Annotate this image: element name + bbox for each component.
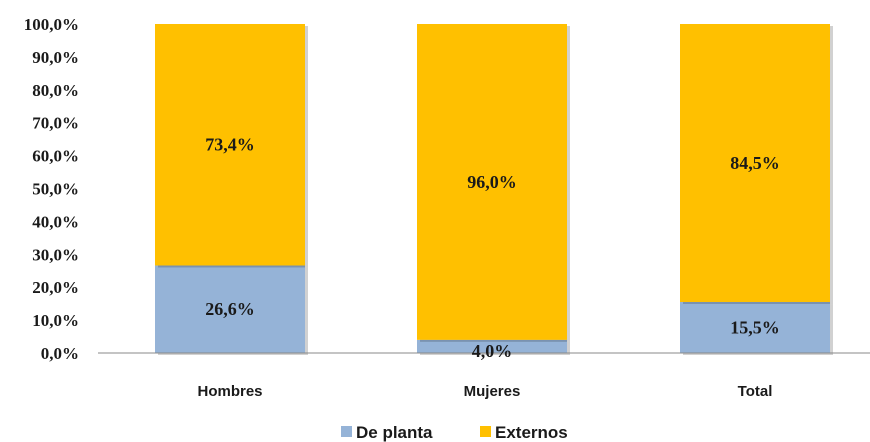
y-tick-label: 60,0% <box>32 147 79 166</box>
bar-segment-externos <box>680 24 830 303</box>
category-label: Mujeres <box>464 383 521 400</box>
y-tick-label: 10,0% <box>32 311 79 330</box>
legend-swatch <box>480 426 491 437</box>
y-tick-label: 40,0% <box>32 212 79 231</box>
y-tick-label: 80,0% <box>32 81 79 100</box>
bar-segment-de-planta <box>417 339 567 353</box>
data-label: 15,5% <box>730 318 780 338</box>
bar-segment-externos <box>417 24 567 340</box>
category-label: Hombres <box>197 383 262 400</box>
x-axis-category-labels: Hombres Mujeres Total <box>197 383 772 400</box>
data-label: 26,6% <box>205 299 255 319</box>
category-label: Total <box>738 383 773 400</box>
data-label: 4,0% <box>472 341 513 361</box>
legend-label: Externos <box>495 423 568 442</box>
y-tick-label: 70,0% <box>32 114 79 133</box>
bar-segment-externos <box>155 24 305 266</box>
data-label: 73,4% <box>205 135 255 155</box>
y-tick-label: 50,0% <box>32 180 79 199</box>
y-axis-ticks: 0,0% 10,0% 20,0% 30,0% 40,0% 50,0% 60,0% 70,0% 8… <box>24 15 79 363</box>
y-tick-label: 100,0% <box>24 15 79 34</box>
y-tick-label: 20,0% <box>32 278 79 297</box>
data-label: 96,0% <box>467 172 517 192</box>
y-tick-label: 0,0% <box>41 344 79 363</box>
data-labels: 26,6% 73,4% 4,0% 96,0% 15,5% 84,5% <box>205 135 780 361</box>
data-label: 84,5% <box>730 153 780 173</box>
legend-label: De planta <box>356 423 433 442</box>
bar-segment-de-planta <box>155 265 305 353</box>
bars <box>155 24 833 355</box>
legend: De planta Externos <box>341 423 568 442</box>
legend-swatch <box>341 426 352 437</box>
bar-segment-de-planta <box>680 302 830 353</box>
y-tick-label: 30,0% <box>32 245 79 264</box>
y-tick-label: 90,0% <box>32 48 79 67</box>
